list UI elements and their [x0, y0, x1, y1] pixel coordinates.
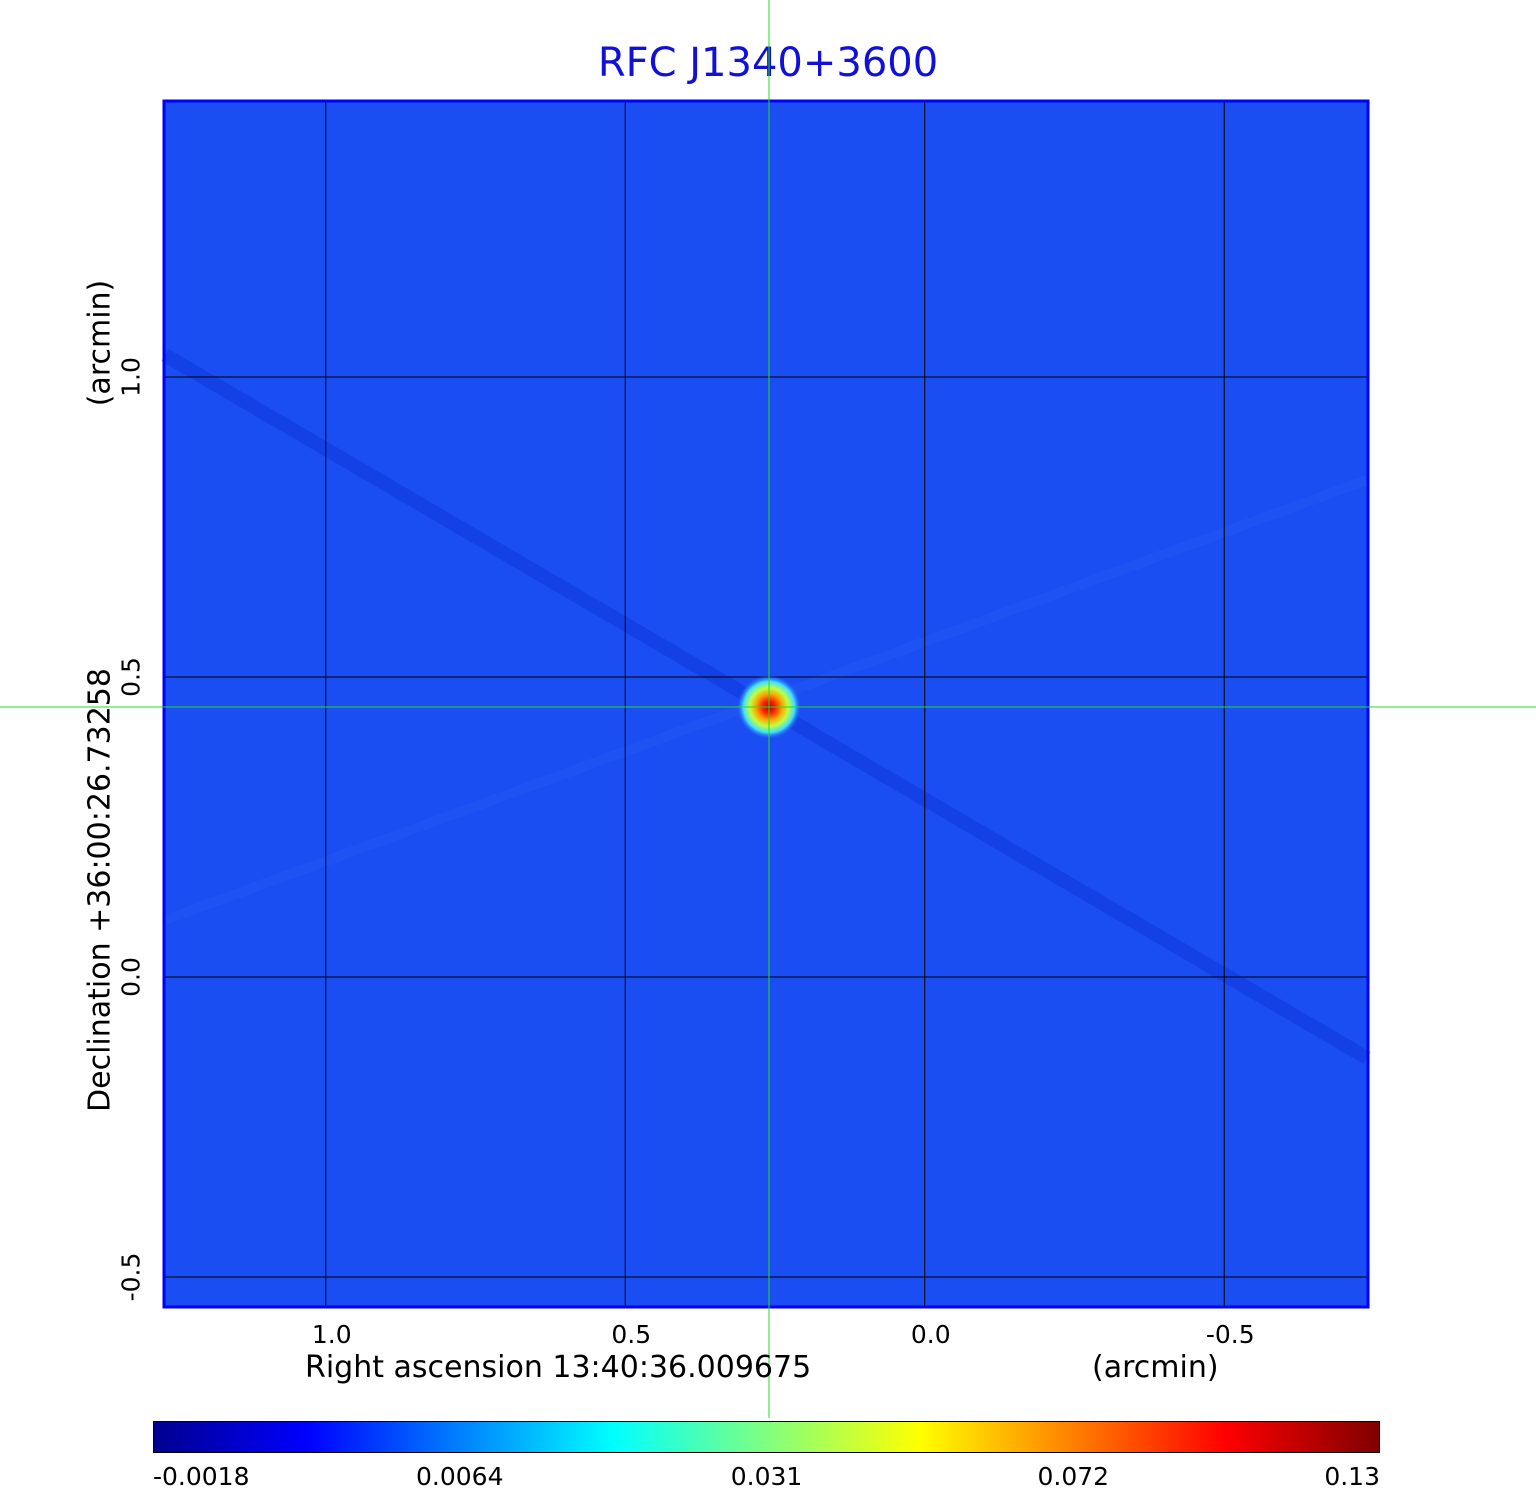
x-tick-label: 0.5: [611, 1320, 652, 1349]
x-axis-unit: (arcmin): [1092, 1350, 1219, 1385]
y-tick-label: 0.5: [116, 657, 146, 697]
colorbar-tick-label: 0.13: [1324, 1462, 1380, 1491]
chart-title: RFC J1340+3600: [597, 40, 939, 86]
plot-frame: [162, 99, 1370, 1309]
y-tick-label: -0.5: [116, 1252, 146, 1302]
colorbar-tick-label: 0.072: [1037, 1462, 1110, 1491]
colorbar-tick-label: -0.0018: [153, 1462, 250, 1491]
y-tick-label: 0.0: [116, 957, 146, 997]
colorbar-tick-label: 0.031: [730, 1462, 803, 1491]
y-axis-label: Declination +36:00:26.73258: [82, 668, 118, 1112]
x-tick-label: 1.0: [311, 1320, 352, 1349]
image-plot: [0, 0, 1536, 1418]
x-axis-label: Right ascension 13:40:36.009675: [305, 1350, 812, 1385]
x-tick-label: 0.0: [910, 1320, 951, 1349]
colorbar: [153, 1421, 1380, 1453]
x-tick-label: -0.5: [1205, 1320, 1255, 1349]
colorbar-tick-label: 0.0064: [416, 1462, 504, 1491]
y-tick-label: 1.0: [116, 357, 146, 397]
crosshair: [0, 0, 1536, 1418]
y-axis-unit: (arcmin): [82, 279, 118, 407]
